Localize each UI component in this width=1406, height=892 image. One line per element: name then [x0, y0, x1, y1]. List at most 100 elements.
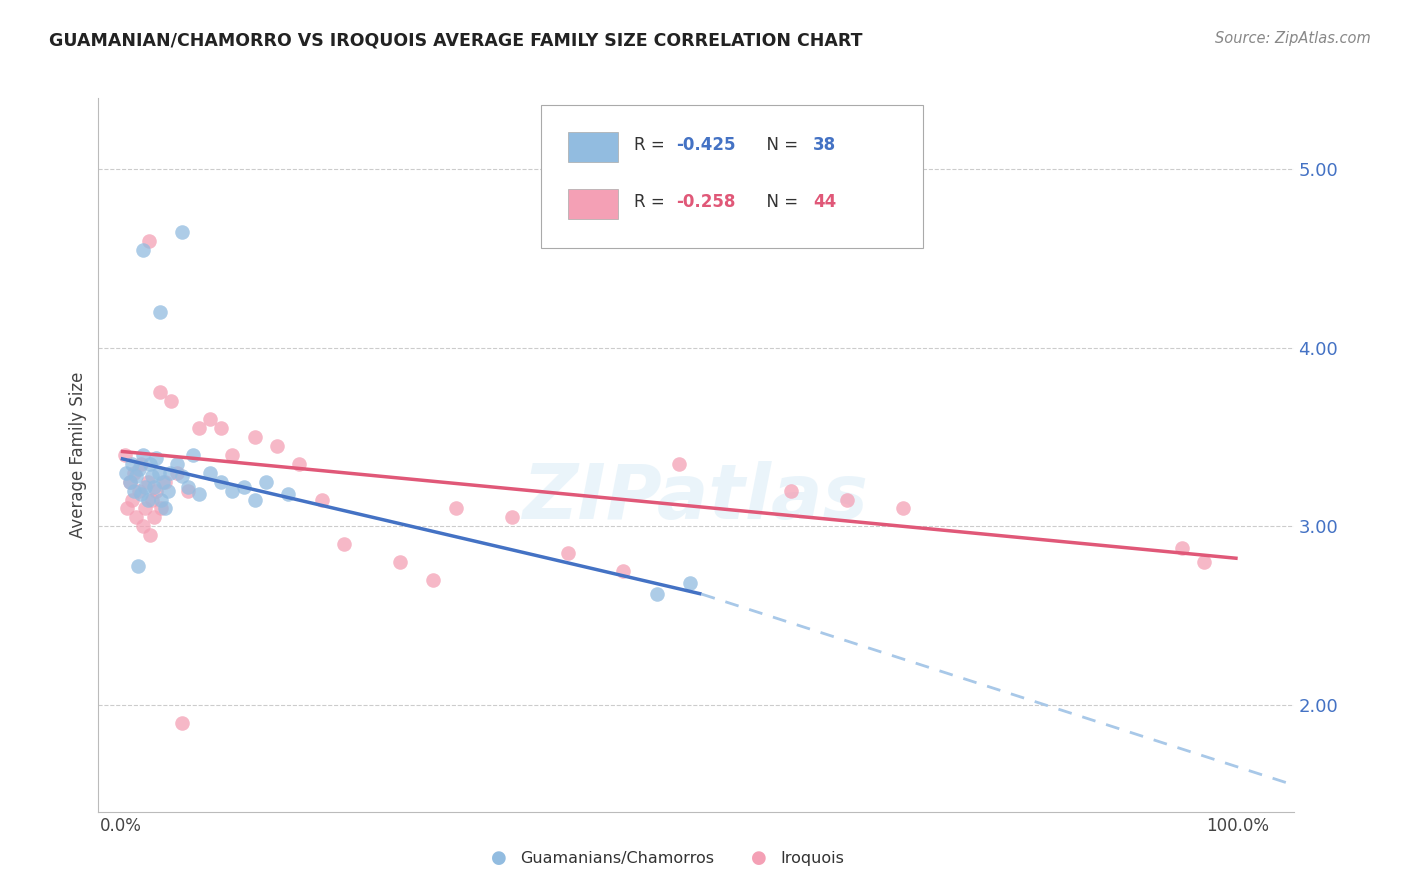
Point [132, 243, 155, 257]
Point [125, 510, 148, 524]
Point [835, 492, 858, 507]
Point [139, 457, 162, 471]
Point [143, 480, 166, 494]
Point [177, 483, 200, 498]
Point [145, 451, 167, 466]
Point [149, 501, 172, 516]
Text: R =: R = [634, 136, 669, 153]
Point [277, 487, 299, 501]
Text: Guamanians/Chamorros: Guamanians/Chamorros [520, 851, 714, 865]
Point [183, 448, 205, 462]
Point [128, 483, 150, 498]
Text: GUAMANIAN/CHAMORRO VS IROQUOIS AVERAGE FAMILY SIZE CORRELATION CHART: GUAMANIAN/CHAMORRO VS IROQUOIS AVERAGE F… [49, 31, 863, 49]
Point [243, 492, 266, 507]
Point [136, 475, 159, 489]
Point [156, 483, 179, 498]
Point [311, 492, 333, 507]
Point [132, 448, 155, 462]
FancyBboxPatch shape [568, 189, 619, 219]
Point [333, 537, 356, 551]
Point [232, 480, 254, 494]
Point [128, 462, 150, 476]
Point [117, 501, 139, 516]
Point [1171, 541, 1194, 555]
Text: N =: N = [756, 193, 803, 211]
Text: 44: 44 [813, 193, 837, 211]
Point [149, 385, 172, 400]
Point [444, 501, 467, 516]
Point [122, 483, 145, 498]
Point [243, 430, 266, 444]
Point [134, 501, 156, 516]
Text: ●: ● [491, 849, 508, 867]
Point [187, 421, 209, 435]
Point [187, 487, 209, 501]
Point [149, 492, 172, 507]
Point [138, 234, 160, 248]
Point [221, 483, 243, 498]
Point [266, 439, 288, 453]
Y-axis label: Average Family Size: Average Family Size [69, 372, 87, 538]
Point [118, 475, 141, 489]
Point [134, 480, 156, 494]
Point [891, 501, 914, 516]
Point [557, 546, 579, 560]
Point [129, 487, 152, 501]
Point [221, 448, 243, 462]
Point [1192, 555, 1215, 569]
Point [198, 466, 221, 480]
Point [288, 457, 311, 471]
Point [254, 475, 277, 489]
Point [122, 466, 145, 480]
Text: N =: N = [756, 136, 803, 153]
Point [118, 475, 141, 489]
Text: -0.258: -0.258 [676, 193, 735, 211]
Point [172, 469, 194, 483]
Point [172, 715, 194, 730]
Point [209, 421, 232, 435]
Point [125, 469, 148, 483]
Point [132, 519, 155, 533]
Point [166, 466, 188, 480]
Point [780, 483, 803, 498]
Point [139, 528, 162, 542]
Point [141, 469, 163, 483]
Point [501, 510, 523, 524]
Point [127, 558, 149, 573]
Point [166, 457, 188, 471]
Point [645, 587, 668, 601]
Point [149, 305, 172, 319]
Point [209, 475, 232, 489]
Text: 38: 38 [813, 136, 837, 153]
Text: -0.425: -0.425 [676, 136, 735, 153]
Point [136, 492, 159, 507]
Point [121, 457, 143, 471]
Text: R =: R = [634, 193, 669, 211]
Point [148, 466, 170, 480]
Point [679, 576, 702, 591]
Point [612, 564, 634, 578]
Point [668, 457, 690, 471]
Point [129, 457, 152, 471]
Text: Source: ZipAtlas.com: Source: ZipAtlas.com [1215, 31, 1371, 46]
Point [388, 555, 411, 569]
Text: ●: ● [751, 849, 768, 867]
Point [177, 480, 200, 494]
Text: ZIPatlas: ZIPatlas [523, 461, 869, 534]
Point [155, 501, 177, 516]
Point [121, 492, 143, 507]
Point [172, 225, 194, 239]
Point [160, 394, 183, 409]
Point [114, 448, 136, 462]
Point [198, 412, 221, 426]
Point [152, 475, 174, 489]
Point [141, 492, 163, 507]
Text: Iroquois: Iroquois [780, 851, 844, 865]
FancyBboxPatch shape [568, 132, 619, 161]
Point [155, 475, 177, 489]
FancyBboxPatch shape [540, 105, 922, 248]
Point [143, 510, 166, 524]
Point [422, 573, 444, 587]
Point [145, 483, 167, 498]
Point [159, 466, 181, 480]
